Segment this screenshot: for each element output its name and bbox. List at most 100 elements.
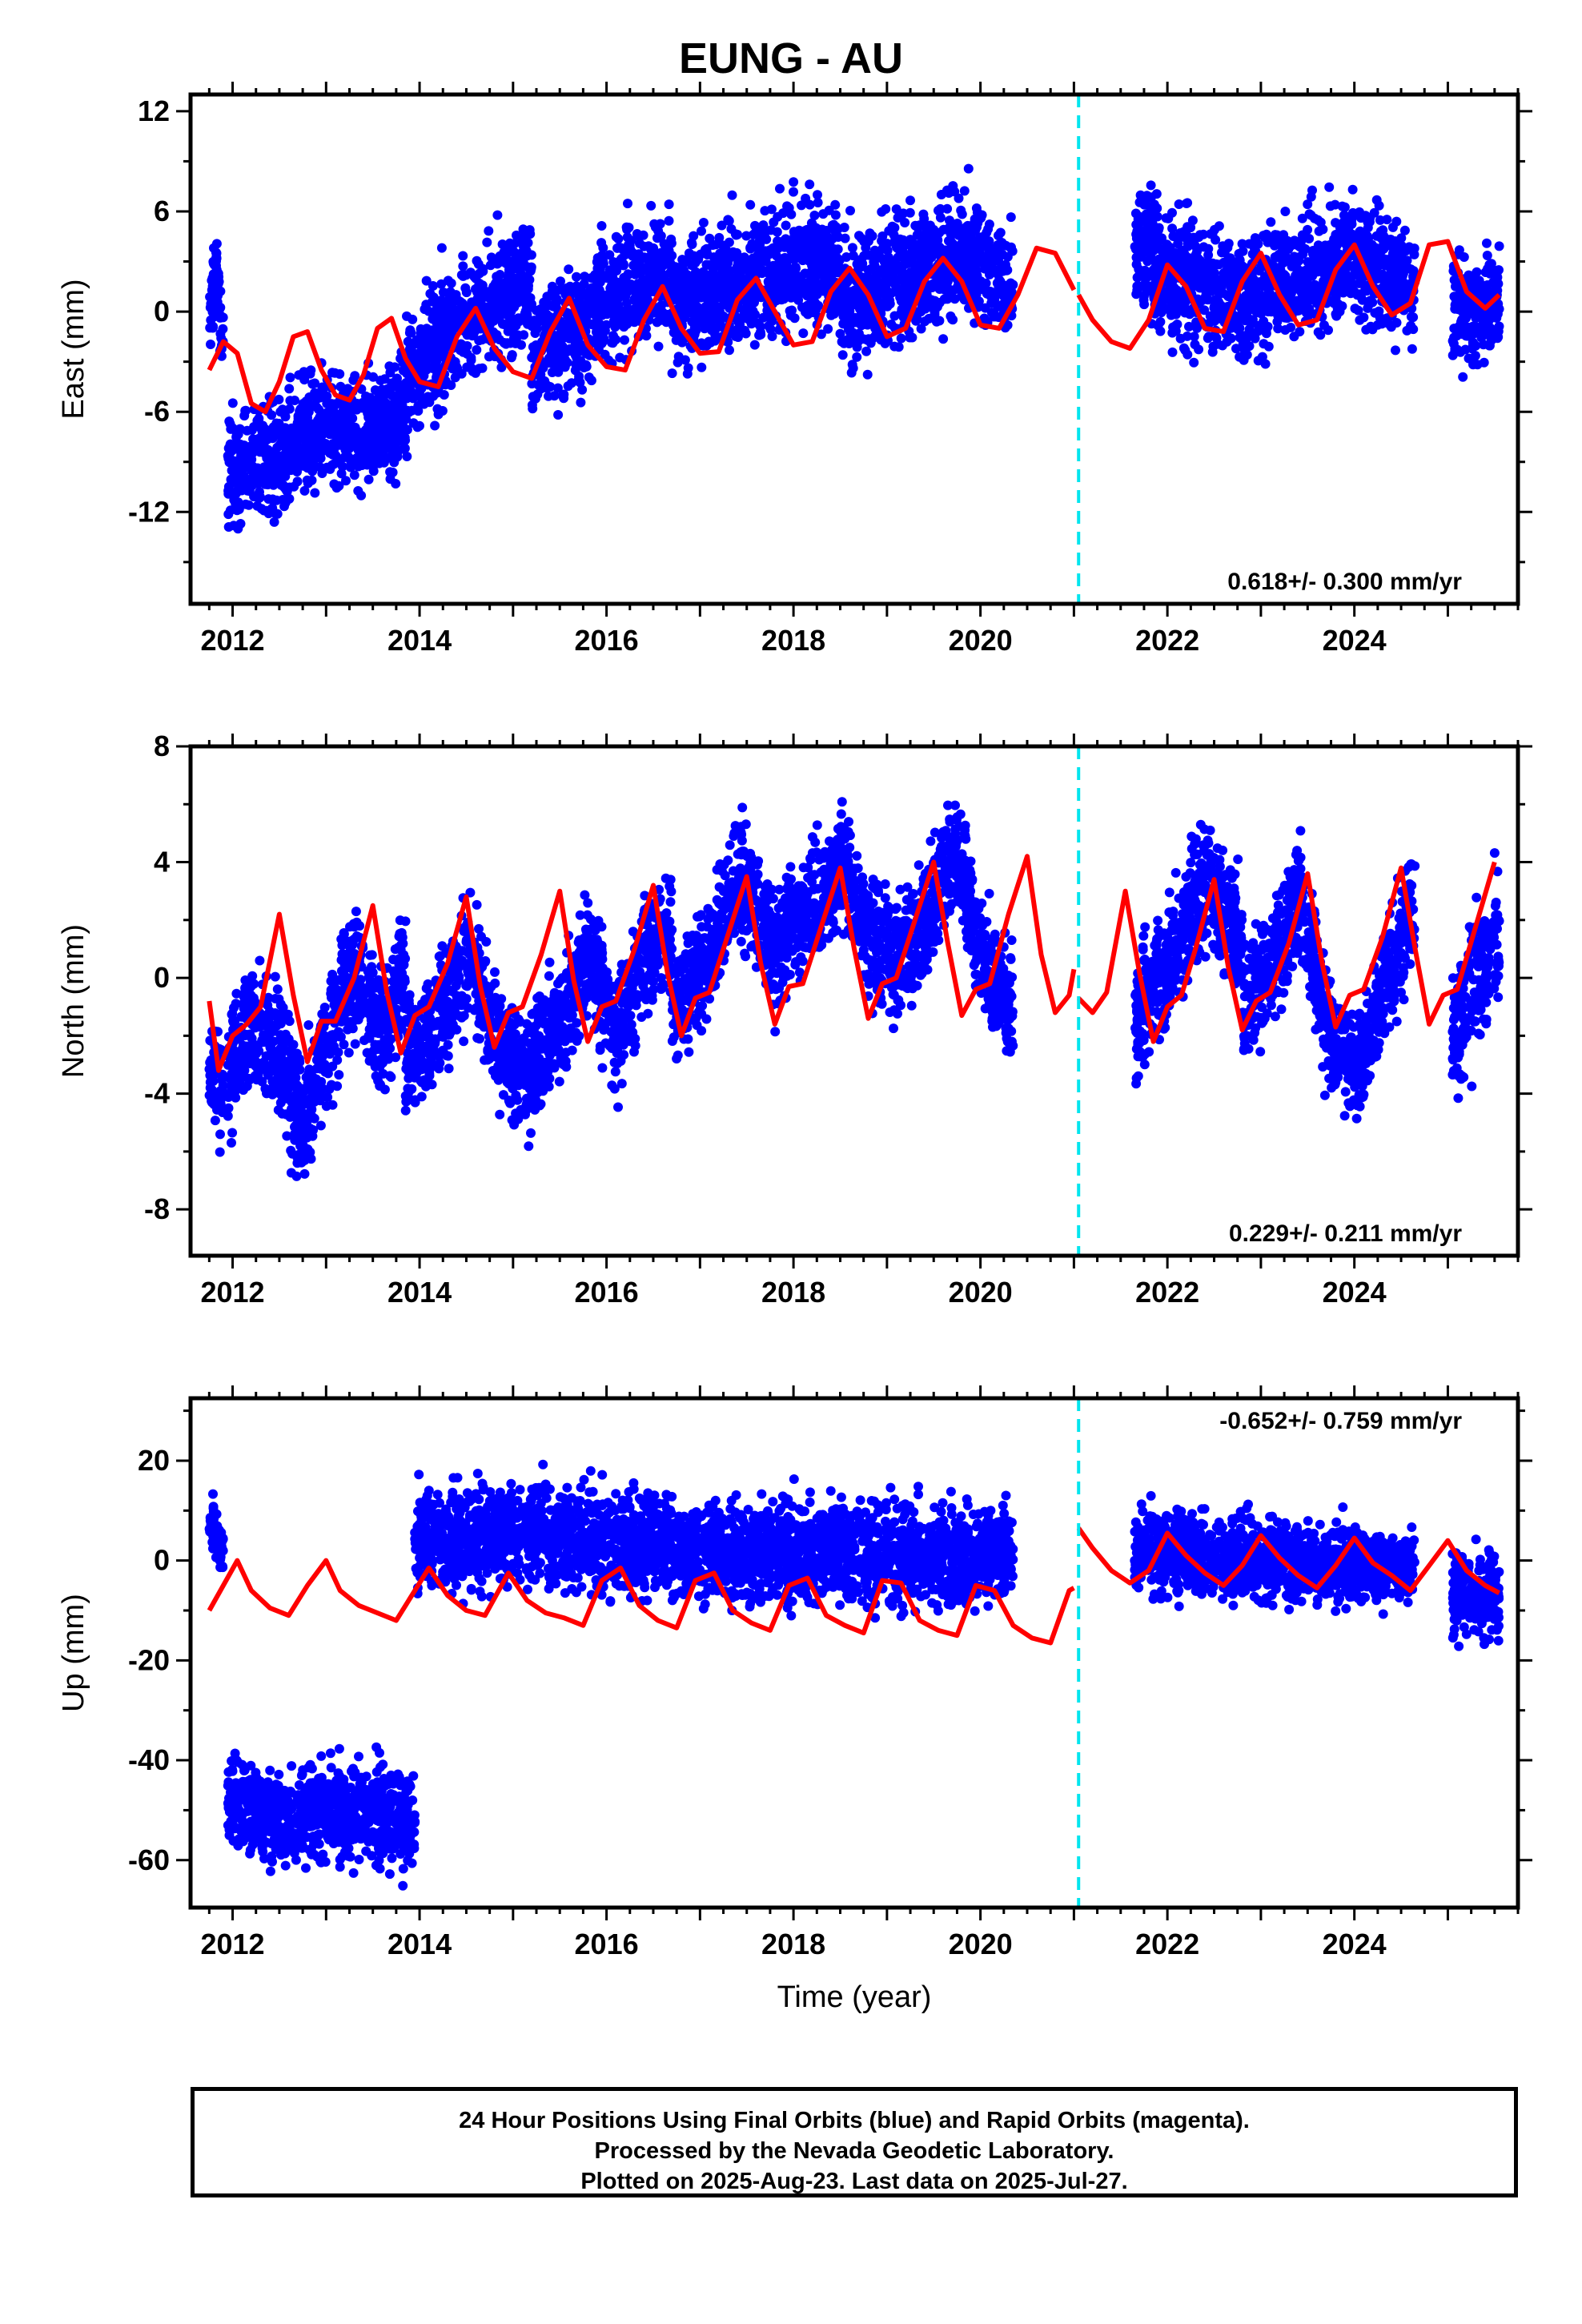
data-point bbox=[471, 273, 481, 283]
data-point bbox=[369, 460, 379, 470]
data-point bbox=[499, 320, 509, 329]
data-point bbox=[629, 296, 640, 306]
data-point bbox=[938, 279, 949, 289]
data-point bbox=[761, 256, 771, 267]
data-point bbox=[496, 362, 507, 372]
data-point bbox=[821, 226, 832, 235]
data-point bbox=[1387, 265, 1398, 275]
data-point bbox=[548, 301, 559, 312]
data-point bbox=[618, 245, 628, 255]
data-point bbox=[1155, 316, 1166, 327]
data-point bbox=[1375, 251, 1386, 262]
data-point bbox=[224, 416, 235, 427]
data-point bbox=[1366, 321, 1376, 332]
data-point bbox=[990, 255, 999, 265]
data-point bbox=[684, 303, 694, 313]
data-point bbox=[517, 235, 528, 245]
data-point bbox=[841, 252, 852, 262]
data-point bbox=[579, 360, 588, 371]
data-point bbox=[853, 336, 863, 347]
data-point bbox=[753, 318, 763, 328]
data-point bbox=[310, 428, 320, 438]
data-point bbox=[271, 418, 282, 428]
data-point bbox=[1157, 233, 1167, 243]
data-point bbox=[1272, 316, 1283, 327]
data-point bbox=[1409, 249, 1419, 259]
data-point bbox=[1408, 266, 1419, 276]
data-point bbox=[998, 300, 1008, 310]
data-point bbox=[714, 292, 724, 303]
data-point bbox=[1313, 327, 1323, 337]
data-point bbox=[1347, 233, 1356, 243]
data-point bbox=[1458, 372, 1468, 382]
data-point bbox=[998, 291, 1009, 301]
data-point bbox=[980, 263, 990, 274]
data-point bbox=[353, 444, 363, 455]
data-point bbox=[1338, 282, 1348, 292]
data-point bbox=[223, 481, 234, 492]
data-point bbox=[571, 359, 581, 369]
data-point bbox=[428, 296, 438, 307]
data-point bbox=[638, 230, 648, 240]
data-point bbox=[1167, 223, 1178, 234]
data-point bbox=[263, 444, 273, 455]
data-point bbox=[812, 289, 822, 300]
data-point bbox=[553, 367, 564, 377]
data-point bbox=[1241, 291, 1251, 301]
data-point bbox=[689, 323, 700, 332]
data-point bbox=[1172, 285, 1182, 296]
data-point bbox=[656, 247, 666, 258]
data-point bbox=[379, 374, 390, 384]
data-point bbox=[845, 318, 855, 328]
data-point bbox=[456, 368, 467, 379]
data-point bbox=[789, 290, 799, 300]
data-point bbox=[1178, 343, 1189, 353]
data-point bbox=[572, 347, 583, 357]
data-point bbox=[1247, 315, 1258, 325]
data-point bbox=[205, 323, 215, 333]
data-point bbox=[563, 318, 573, 328]
data-point bbox=[445, 287, 456, 297]
data-point bbox=[741, 231, 752, 241]
data-point bbox=[366, 428, 376, 439]
data-point bbox=[1365, 296, 1375, 306]
data-point bbox=[337, 416, 347, 427]
data-point bbox=[1152, 267, 1162, 276]
data-point bbox=[692, 293, 702, 304]
data-point bbox=[246, 441, 256, 452]
data-point bbox=[458, 271, 468, 281]
data-point bbox=[353, 486, 363, 496]
data-point bbox=[285, 372, 295, 383]
data-point bbox=[1408, 324, 1419, 335]
data-point bbox=[384, 361, 395, 372]
data-point bbox=[727, 190, 737, 200]
data-point bbox=[519, 312, 529, 322]
data-point bbox=[596, 238, 607, 248]
data-point bbox=[1225, 253, 1235, 263]
data-point bbox=[207, 285, 217, 296]
data-point bbox=[698, 218, 709, 227]
data-point bbox=[408, 393, 418, 404]
data-point bbox=[452, 313, 463, 324]
data-point bbox=[1259, 232, 1270, 243]
data-point bbox=[772, 227, 782, 237]
data-point bbox=[816, 329, 826, 340]
data-point bbox=[938, 334, 949, 344]
east-panel: 2012 2014 2016 2018 2020 2022 2024-12-60612Eas… bbox=[57, 82, 1532, 657]
data-point bbox=[842, 277, 853, 287]
data-point bbox=[881, 272, 891, 283]
data-point bbox=[428, 344, 438, 354]
data-point bbox=[432, 303, 442, 313]
data-point bbox=[847, 243, 857, 253]
data-point bbox=[1407, 344, 1417, 354]
data-point bbox=[385, 467, 396, 477]
data-point bbox=[1378, 274, 1388, 284]
data-point bbox=[1209, 303, 1219, 313]
data-point bbox=[206, 340, 215, 349]
data-point bbox=[1362, 284, 1372, 295]
data-point bbox=[601, 320, 612, 330]
data-point bbox=[594, 319, 604, 329]
data-point bbox=[622, 298, 632, 308]
data-point bbox=[428, 281, 438, 291]
data-point bbox=[889, 311, 900, 321]
